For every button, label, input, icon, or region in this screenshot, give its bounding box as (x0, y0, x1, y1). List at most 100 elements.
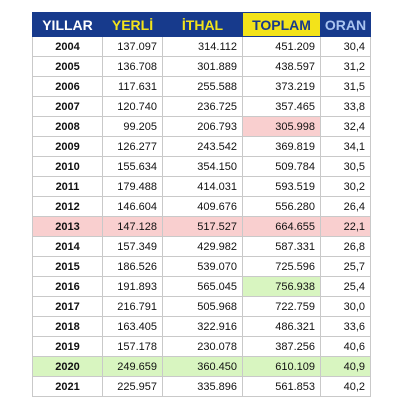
table-cell: 2006 (32, 76, 103, 97)
table-row: 2012 146.604 409.676 556.280 26,4 (32, 196, 371, 217)
table-cell: 2017 (32, 296, 103, 317)
table-cell: 2019 (32, 336, 103, 357)
table-cell: 2007 (32, 96, 103, 117)
table-row: 2013 147.128 517.527 664.655 22,1 (32, 216, 371, 237)
table-cell: 505.968 (162, 296, 243, 317)
table-cell: 301.889 (162, 56, 243, 77)
table-cell: 725.596 (242, 256, 321, 277)
table-cell: 32,4 (320, 116, 371, 137)
table-cell: 414.031 (162, 176, 243, 197)
table-cell: 369.819 (242, 136, 321, 157)
header-row: YILLAR YERLİ İTHAL TOPLAM ORAN (32, 12, 371, 37)
table-cell: 147.128 (102, 216, 163, 237)
table-cell: 136.708 (102, 56, 163, 77)
table-cell: 230.078 (162, 336, 243, 357)
table-row: 2006 117.631 255.588 373.219 31,5 (32, 76, 371, 97)
table-body: 2004 137.097 314.112 451.209 30,4 2005 136.708… (32, 36, 371, 397)
table-cell: 2004 (32, 36, 103, 57)
table-cell: 99.205 (102, 116, 163, 137)
table-cell: 2011 (32, 176, 103, 197)
table-cell: 31,5 (320, 76, 371, 97)
table-cell: 179.488 (102, 176, 163, 197)
table-cell: 756.938 (242, 276, 321, 297)
table-cell: 2008 (32, 116, 103, 137)
table-cell: 191.893 (102, 276, 163, 297)
header-cell: TOPLAM (242, 12, 321, 37)
table-cell: 157.349 (102, 236, 163, 257)
table-cell: 31,2 (320, 56, 371, 77)
table-cell: 26,8 (320, 236, 371, 257)
table-row: 2017 216.791 505.968 722.759 30,0 (32, 296, 371, 317)
table-cell: 722.759 (242, 296, 321, 317)
table-cell: 387.256 (242, 336, 321, 357)
table-cell: 565.045 (162, 276, 243, 297)
table-cell: 22,1 (320, 216, 371, 237)
table-row: 2021 225.957 335.896 561.853 40,2 (32, 376, 371, 397)
table-cell: 216.791 (102, 296, 163, 317)
table-cell: 243.542 (162, 136, 243, 157)
table-cell: 30,4 (320, 36, 371, 57)
table-row: 2005 136.708 301.889 438.597 31,2 (32, 56, 371, 77)
header-cell: YERLİ (102, 12, 163, 37)
table-row: 2004 137.097 314.112 451.209 30,4 (32, 36, 371, 57)
table-cell: 322.916 (162, 316, 243, 337)
table-cell: 486.321 (242, 316, 321, 337)
table-cell: 40,2 (320, 376, 371, 397)
table-cell: 664.655 (242, 216, 321, 237)
table-cell: 354.150 (162, 156, 243, 177)
table-wrap: YILLAR YERLİ İTHAL TOPLAM ORAN 2004 137.097 31… (32, 12, 371, 397)
table-row: 2011 179.488 414.031 593.519 30,2 (32, 176, 371, 197)
table-cell: 25,7 (320, 256, 371, 277)
table-cell: 137.097 (102, 36, 163, 57)
table-row: 2014 157.349 429.982 587.331 26,8 (32, 236, 371, 257)
table-cell: 2010 (32, 156, 103, 177)
table-cell: 305.998 (242, 116, 321, 137)
table-cell: 255.588 (162, 76, 243, 97)
table-row: 2008 99.205 206.793 305.998 32,4 (32, 116, 371, 137)
table-cell: 25,4 (320, 276, 371, 297)
table-row: 2016 191.893 565.045 756.938 25,4 (32, 276, 371, 297)
table-cell: 2005 (32, 56, 103, 77)
table-row: 2010 155.634 354.150 509.784 30,5 (32, 156, 371, 177)
table-cell: 2014 (32, 236, 103, 257)
table-cell: 186.526 (102, 256, 163, 277)
table-cell: 206.793 (162, 116, 243, 137)
table-cell: 429.982 (162, 236, 243, 257)
table-cell: 2020 (32, 356, 103, 377)
table-cell: 30,2 (320, 176, 371, 197)
header-cell: YILLAR (32, 12, 103, 37)
table-cell: 146.604 (102, 196, 163, 217)
table-cell: 2009 (32, 136, 103, 157)
table-cell: 225.957 (102, 376, 163, 397)
table-row: 2019 157.178 230.078 387.256 40,6 (32, 336, 371, 357)
table-cell: 2012 (32, 196, 103, 217)
table-cell: 360.450 (162, 356, 243, 377)
table-cell: 157.178 (102, 336, 163, 357)
table-cell: 2021 (32, 376, 103, 397)
table-cell: 561.853 (242, 376, 321, 397)
table-cell: 30,5 (320, 156, 371, 177)
table-cell: 249.659 (102, 356, 163, 377)
table-cell: 126.277 (102, 136, 163, 157)
table-cell: 409.676 (162, 196, 243, 217)
table-cell: 2018 (32, 316, 103, 337)
table-row: 2020 249.659 360.450 610.109 40,9 (32, 356, 371, 377)
table-cell: 517.527 (162, 216, 243, 237)
table-cell: 587.331 (242, 236, 321, 257)
table-cell: 40,6 (320, 336, 371, 357)
data-table: YILLAR YERLİ İTHAL TOPLAM ORAN 2004 137.097 31… (32, 12, 371, 397)
header-cell: ORAN (320, 12, 371, 37)
table-cell: 373.219 (242, 76, 321, 97)
table-cell: 26,4 (320, 196, 371, 217)
table-cell: 236.725 (162, 96, 243, 117)
table-cell: 2016 (32, 276, 103, 297)
table-cell: 314.112 (162, 36, 243, 57)
table-cell: 33,6 (320, 316, 371, 337)
table-cell: 357.465 (242, 96, 321, 117)
table-cell: 556.280 (242, 196, 321, 217)
table-cell: 539.070 (162, 256, 243, 277)
table-cell: 30,0 (320, 296, 371, 317)
table-row: 2009 126.277 243.542 369.819 34,1 (32, 136, 371, 157)
table-cell: 2015 (32, 256, 103, 277)
